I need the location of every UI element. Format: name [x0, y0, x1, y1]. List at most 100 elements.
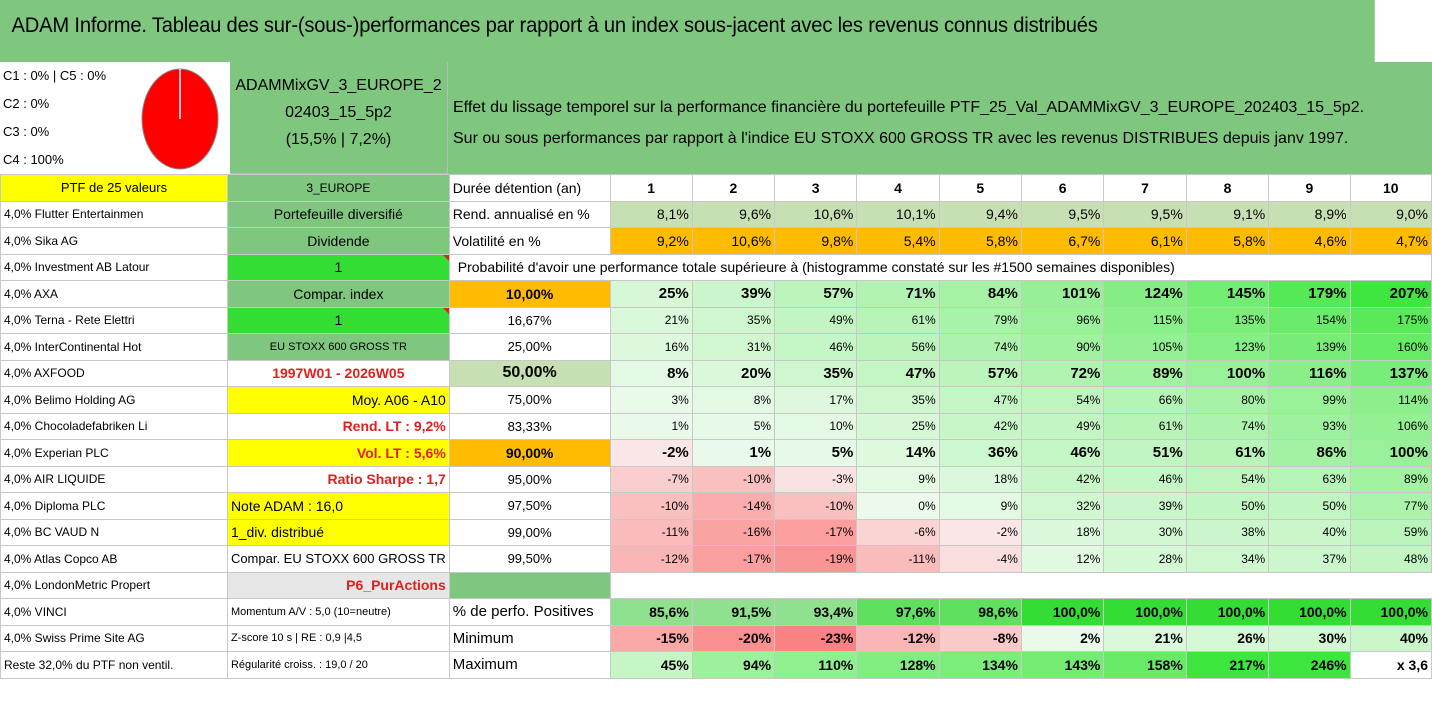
- table-row: 4,0% AIR LIQUIDE Ratio Sharpe : 1,7 95,00%…: [0, 465, 1432, 493]
- probability-value: 17%: [774, 386, 858, 414]
- probability-value: 9%: [938, 492, 1022, 520]
- ptf-count-label: PTF de 25 valeurs: [0, 174, 228, 202]
- probability-value: 25%: [856, 412, 940, 440]
- positive-perf-value: 93,4%: [774, 598, 858, 626]
- probability-threshold: 25,00%: [448, 333, 611, 361]
- table-row: PTF de 25 valeurs 3_EUROPE Durée détention…: [0, 174, 1432, 202]
- probability-value: -19%: [774, 545, 858, 573]
- fund-name-line2: 02403_15_5p2: [285, 104, 392, 121]
- probability-value: -10%: [774, 492, 858, 520]
- maximum-value: 217%: [1185, 651, 1270, 679]
- holding-row-label: 4,0% Investment AB Latour: [0, 253, 228, 281]
- probability-value: 99%: [1268, 386, 1351, 414]
- annual-return-value: 8,1%: [609, 200, 693, 228]
- year-header: 7: [1103, 174, 1187, 202]
- positive-perf-value: 100,0%: [1103, 598, 1187, 626]
- holding-row-label: 4,0% VINCI: [0, 598, 228, 626]
- probability-value: -12%: [609, 545, 693, 573]
- diversification-label: Portefeuille diversifié: [226, 200, 450, 228]
- probability-threshold: 16,67%: [448, 306, 611, 334]
- volatility-value: 9,2%: [609, 227, 693, 255]
- minimum-value: 21%: [1103, 624, 1187, 652]
- probability-value: 36%: [938, 439, 1022, 467]
- probability-value: 114%: [1349, 386, 1432, 414]
- sharpe-ratio: Ratio Sharpe : 1,7: [226, 465, 450, 493]
- minimum-value: -23%: [774, 624, 858, 652]
- positive-perf-value: 85,6%: [609, 598, 693, 626]
- holding-row-label: 4,0% Swiss Prime Site AG: [0, 624, 228, 652]
- probability-value: 14%: [856, 439, 940, 467]
- minimum-value: 26%: [1185, 624, 1270, 652]
- probability-value: 46%: [774, 333, 858, 361]
- probability-value: 35%: [691, 306, 776, 334]
- positive-perf-value: 91,5%: [691, 598, 776, 626]
- year-header: 4: [856, 174, 940, 202]
- positive-perf-value: 100,0%: [1020, 598, 1105, 626]
- long-term-return: Rend. LT : 9,2%: [226, 412, 450, 440]
- table-row: 4,0% LondonMetric Propert P6_PurActions: [0, 571, 1432, 599]
- probability-value: 46%: [1020, 439, 1105, 467]
- probability-value: 100%: [1349, 439, 1432, 467]
- table-row: 4,0% Terna - Rete Elettri 1 16,67% 21% 35% 49…: [0, 306, 1432, 334]
- holding-row-label: 4,0% Chocoladefabriken Li: [0, 412, 228, 440]
- probability-value: -10%: [609, 492, 693, 520]
- probability-value: 38%: [1185, 518, 1270, 546]
- probability-value: 154%: [1268, 306, 1351, 334]
- probability-value: 47%: [856, 359, 940, 387]
- probability-value: 54%: [1020, 386, 1105, 414]
- maximum-value: 134%: [938, 651, 1022, 679]
- holding-row-label: Reste 32,0% du PTF non ventil.: [0, 651, 228, 679]
- probability-value: 18%: [1020, 518, 1105, 546]
- probability-value: 28%: [1103, 545, 1187, 573]
- probability-value: 42%: [938, 412, 1022, 440]
- dividend-label: Dividende: [226, 227, 450, 255]
- year-header: 2: [691, 174, 776, 202]
- year-header: 8: [1185, 174, 1270, 202]
- table-row: 4,0% Experian PLC Vol. LT : 5,6% 90,00% -2%…: [0, 439, 1432, 467]
- maximum-value: 158%: [1103, 651, 1187, 679]
- probability-value: 57%: [774, 280, 858, 308]
- probability-value: 54%: [1185, 465, 1270, 493]
- holding-row-label: 4,0% BC VAUD N: [0, 518, 228, 546]
- year-header: 3: [774, 174, 858, 202]
- probability-value: 8%: [609, 359, 693, 387]
- year-header: 5: [938, 174, 1022, 202]
- year-header: 1: [609, 174, 693, 202]
- probability-value: 25%: [609, 280, 693, 308]
- holding-row-label: 4,0% LondonMetric Propert: [0, 571, 228, 599]
- holding-row-label: 4,0% Belimo Holding AG: [0, 386, 228, 414]
- probability-value: 1%: [609, 412, 693, 440]
- probability-threshold: 10,00%: [448, 280, 611, 308]
- probability-threshold: 99,50%: [448, 545, 611, 573]
- probability-value: 207%: [1349, 280, 1432, 308]
- probability-value: 49%: [1020, 412, 1105, 440]
- probability-value: 39%: [691, 280, 776, 308]
- probability-value: -6%: [856, 518, 940, 546]
- probability-threshold: 75,00%: [448, 386, 611, 414]
- probability-value: 74%: [938, 333, 1022, 361]
- holding-row-label: 4,0% InterContinental Hot: [0, 333, 228, 361]
- minimum-label: Minimum: [448, 624, 611, 652]
- probability-value: -17%: [774, 518, 858, 546]
- probability-value: 50%: [1185, 492, 1270, 520]
- probability-value: -16%: [691, 518, 776, 546]
- blank-cell: [610, 572, 1432, 599]
- description-line2: Sur ou sous performances par rapport à l…: [453, 130, 1349, 147]
- probability-value: 57%: [938, 359, 1022, 387]
- probability-value: 49%: [774, 306, 858, 334]
- volatility-value: 5,8%: [938, 227, 1022, 255]
- positive-perf-value: 97,6%: [856, 598, 940, 626]
- positive-perf-value: 98,6%: [938, 598, 1022, 626]
- profile-label: P6_PurActions: [226, 571, 450, 599]
- probability-value: 100%: [1185, 359, 1270, 387]
- probability-value: 66%: [1103, 386, 1187, 414]
- probability-value: 72%: [1020, 359, 1105, 387]
- allocation-pie-block: C1 : 0% | C5 : 0% C2 : 0% C3 : 0% C4 : 1…: [0, 62, 231, 175]
- allocation-pie-chart: [141, 68, 219, 170]
- year-header: 6: [1020, 174, 1105, 202]
- table-row: 4,0% BC VAUD N 1_div. distribué 99,00% -11%…: [0, 518, 1432, 546]
- probability-value: 61%: [856, 306, 940, 334]
- volatility-value: 6,1%: [1103, 227, 1187, 255]
- probability-title: Probabilité d'avoir une performance tota…: [448, 253, 1269, 281]
